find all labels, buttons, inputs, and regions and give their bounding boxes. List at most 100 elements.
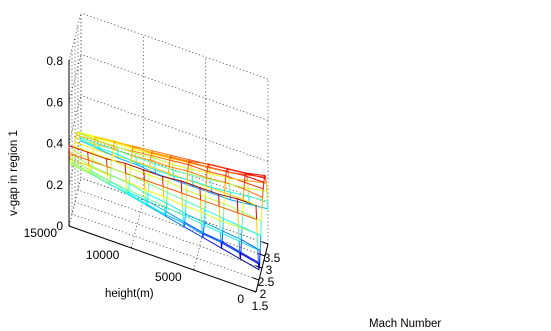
- mesh-segment-height: [163, 205, 184, 216]
- x-tick-label: 1.5: [252, 299, 269, 313]
- mesh-segment-mach: [185, 189, 188, 202]
- mesh-segment-height: [130, 168, 150, 176]
- mesh-segment-mach: [200, 211, 203, 225]
- mesh-segment-mach: [224, 175, 227, 183]
- mesh-segment-mach: [162, 186, 165, 197]
- y-tick-label: 5000: [155, 270, 182, 284]
- x-axis-label: Mach Number: [369, 318, 441, 330]
- mesh-segment-height: [223, 203, 244, 213]
- mesh-segment-height: [154, 163, 174, 171]
- mesh-segment-height: [170, 154, 191, 161]
- mesh-segment-mach: [78, 133, 81, 138]
- mesh-segment-height: [245, 172, 266, 177]
- mesh-segment-mach: [92, 148, 95, 154]
- side-wall-grid-line: [80, 12, 269, 80]
- mesh-segment-height: [133, 145, 153, 152]
- mesh-segment-height: [224, 192, 244, 200]
- mesh-segment-mach: [203, 209, 206, 223]
- mesh-segment-height: [183, 226, 204, 238]
- mesh-segment-mach: [163, 195, 165, 207]
- mesh-segment-height: [80, 140, 101, 150]
- mesh-segment-height: [247, 180, 267, 184]
- mesh-segment-height: [210, 179, 230, 185]
- x-tick-mark: [261, 241, 269, 245]
- y-tick-label: 10000: [86, 248, 120, 262]
- mesh-segment-height: [180, 180, 201, 189]
- mesh-segment-mach: [131, 150, 133, 156]
- mesh-segment-mach: [218, 205, 221, 221]
- mesh-segment-height: [69, 153, 89, 161]
- side-wall-grid-line: [80, 136, 269, 204]
- mesh-segment-mach: [266, 190, 268, 202]
- mesh-segment-height: [203, 232, 223, 243]
- mesh-segment-height: [131, 150, 152, 156]
- mesh-segment-height: [220, 241, 241, 254]
- z-tick-label: 0.6: [46, 95, 63, 109]
- mesh-segment-height: [168, 166, 189, 172]
- mesh-segment-height: [89, 173, 110, 185]
- mesh-segment-height: [192, 186, 213, 194]
- mesh-segment-mach: [131, 146, 134, 152]
- mesh-segment-height: [248, 203, 269, 210]
- back-wall-grid-line: [68, 12, 82, 62]
- mesh-segment-height: [127, 194, 148, 206]
- mesh-segment-height: [244, 175, 265, 183]
- side-wall-grid-line: [80, 95, 269, 162]
- mesh-segment-mach: [237, 212, 239, 228]
- mesh-segment-mach: [105, 158, 108, 168]
- mesh-segment-height: [127, 192, 147, 205]
- mesh-segment-mach: [242, 188, 245, 200]
- mesh-segment-height: [144, 189, 165, 197]
- mesh-segment-height: [96, 136, 116, 142]
- mesh-segment-mach: [247, 180, 249, 190]
- mesh-segment-mach: [219, 231, 222, 243]
- x-tick-mark: [252, 277, 260, 281]
- mesh-segment-height: [187, 164, 208, 172]
- mesh-segment-height: [219, 219, 239, 228]
- mesh-segment-height: [92, 152, 113, 161]
- mesh-segment-height: [75, 134, 96, 141]
- mesh-segment-mach: [260, 207, 263, 222]
- floor-grid-line: [130, 199, 144, 249]
- mesh-segment-height: [184, 221, 204, 234]
- floor-grid-line: [193, 221, 207, 271]
- mesh-segment-height: [105, 158, 126, 164]
- mesh-segment-height: [71, 161, 92, 174]
- mesh-segment-mach: [223, 192, 226, 205]
- mesh-segment-mach: [243, 181, 245, 190]
- mesh-segment-height: [181, 192, 201, 201]
- x-tick-label: 2: [260, 287, 267, 301]
- mesh-segment-mach: [147, 183, 150, 195]
- mesh-segment-height: [90, 172, 110, 185]
- mesh-segment-mach: [206, 166, 209, 172]
- back-wall-grid-line: [68, 54, 82, 103]
- mesh-segment-height: [200, 199, 220, 207]
- mesh-segment-mach: [228, 183, 231, 193]
- mesh-segment-mach: [228, 177, 230, 185]
- mesh-segment-height: [244, 181, 264, 190]
- mesh-segment-height: [115, 142, 136, 151]
- mesh-segment-mach: [165, 211, 167, 217]
- mesh-segment-mach: [110, 167, 112, 176]
- mesh-segment-mach: [148, 174, 150, 185]
- mesh-segment-height: [133, 147, 154, 153]
- mesh-segment-mach: [184, 213, 186, 223]
- mesh-segment-mach: [262, 188, 264, 198]
- mesh-segment-height: [181, 204, 202, 213]
- mesh-segment-height: [148, 174, 169, 183]
- mesh-segment-height: [163, 195, 183, 206]
- mesh-segment-mach: [265, 182, 268, 192]
- mesh-segment-mach: [183, 221, 186, 228]
- side-wall-grid-line: [80, 177, 269, 245]
- mesh-segment-height: [125, 172, 145, 181]
- mesh-segment-height: [151, 150, 172, 156]
- mesh-segment-height: [183, 222, 203, 235]
- mesh-segment-mach: [238, 226, 240, 242]
- mesh-segment-mach: [88, 165, 90, 173]
- mesh-segment-height: [167, 181, 188, 191]
- mesh-segment-height: [162, 176, 182, 182]
- mesh-segment-mach: [203, 221, 205, 234]
- mesh-segment-height: [191, 174, 212, 180]
